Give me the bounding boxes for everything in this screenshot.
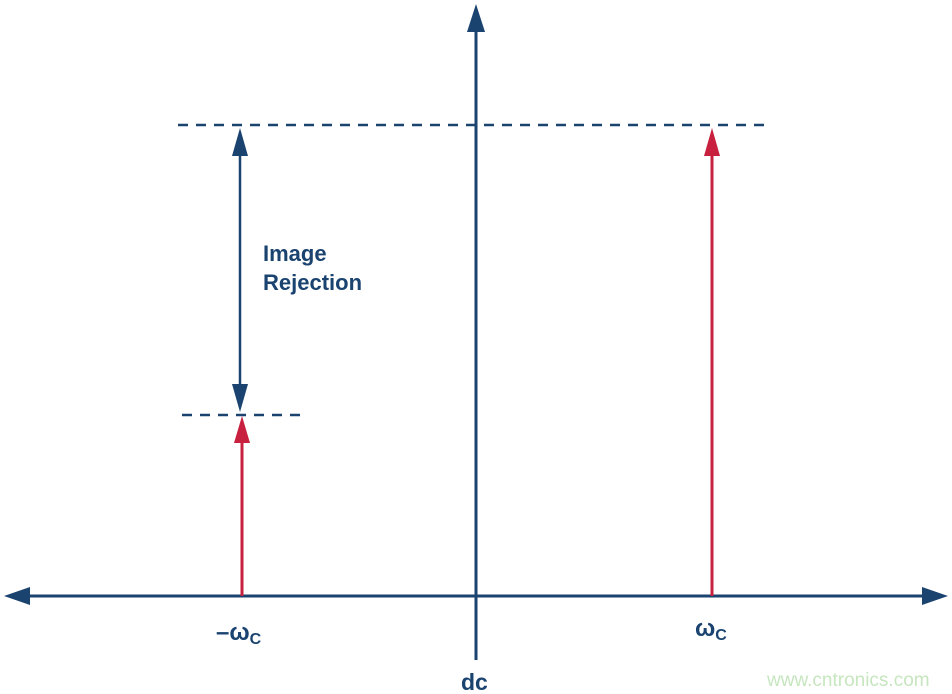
axis-arrow-right bbox=[922, 587, 948, 605]
dc-axis-arrow bbox=[467, 4, 485, 32]
watermark: www.cntronics.com bbox=[766, 670, 930, 691]
span-arrowhead-up bbox=[232, 128, 248, 156]
image-rejection-label-line1: Image bbox=[263, 241, 327, 266]
dc-label: dc bbox=[461, 669, 488, 694]
axis-arrow-left bbox=[4, 587, 30, 605]
neg-wc-label: –ωC bbox=[216, 619, 262, 648]
span-arrowhead-down bbox=[232, 384, 248, 412]
image-tone-arrowhead bbox=[234, 416, 250, 443]
signal-tone-arrowhead bbox=[704, 128, 720, 156]
wc-label: ωC bbox=[695, 615, 727, 644]
image-rejection-label-line2: Rejection bbox=[263, 270, 362, 295]
